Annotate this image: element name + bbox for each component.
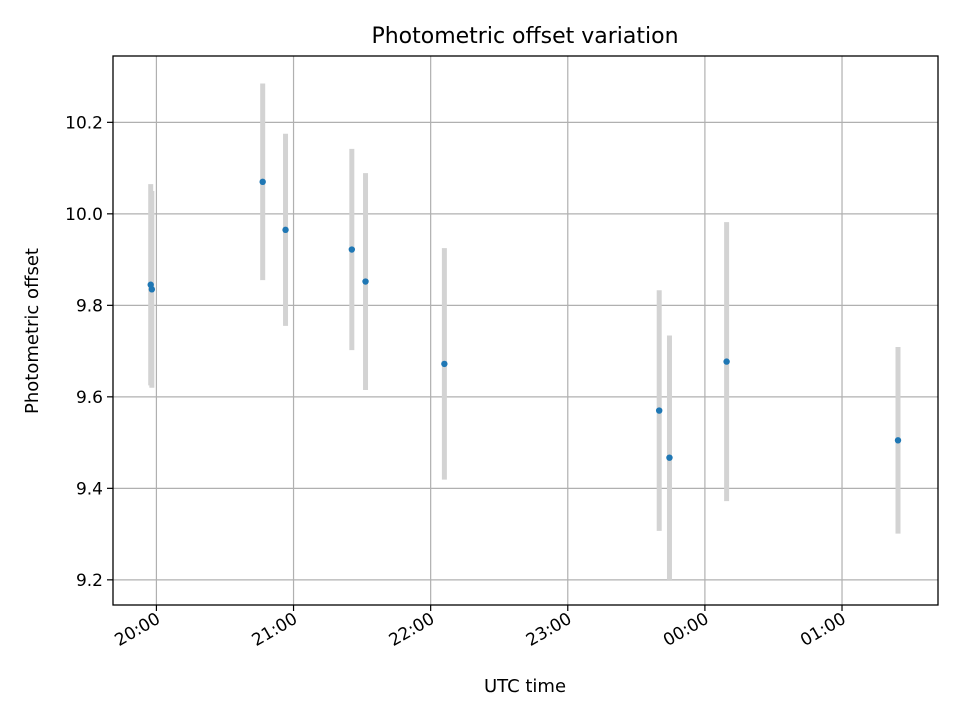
data-point xyxy=(348,246,356,253)
data-point xyxy=(666,454,673,461)
y-axis-label: Photometric offset xyxy=(22,248,43,414)
x-tick-label: 20:00 xyxy=(111,609,163,651)
data-point xyxy=(148,286,156,293)
x-tick-label: 01:00 xyxy=(797,609,849,651)
y-axis-ticks: 9.2 9.4 9.6 9.8 10.0 10.2 xyxy=(65,113,113,591)
plot-frame xyxy=(112,55,939,606)
y-tick-label: 10.0 xyxy=(65,205,103,225)
errorbars xyxy=(148,83,901,580)
data-point xyxy=(723,358,730,365)
x-tick-label: 22:00 xyxy=(386,609,438,651)
data-point xyxy=(282,226,289,234)
y-tick-label: 10.2 xyxy=(65,113,103,133)
x-tick-label: 23:00 xyxy=(523,609,575,651)
y-tick-label: 9.6 xyxy=(76,388,103,408)
x-tick-label: 00:00 xyxy=(660,609,712,651)
grid xyxy=(113,56,938,605)
x-tick-label: 21:00 xyxy=(249,609,301,651)
data-point xyxy=(441,360,448,368)
y-tick-label: 9.4 xyxy=(76,479,103,499)
data-point xyxy=(655,407,663,414)
data-point xyxy=(362,278,369,285)
x-axis-ticks: 20:00 21:00 22:00 23:00 00:00 01:00 xyxy=(111,605,850,651)
data-points xyxy=(147,178,902,461)
x-axis-label: UTC time xyxy=(484,676,566,697)
y-tick-label: 9.2 xyxy=(76,571,103,591)
y-tick-label: 9.8 xyxy=(76,296,103,316)
data-point xyxy=(259,178,266,186)
data-point xyxy=(894,437,902,444)
chart-title: Photometric offset variation xyxy=(371,24,678,49)
